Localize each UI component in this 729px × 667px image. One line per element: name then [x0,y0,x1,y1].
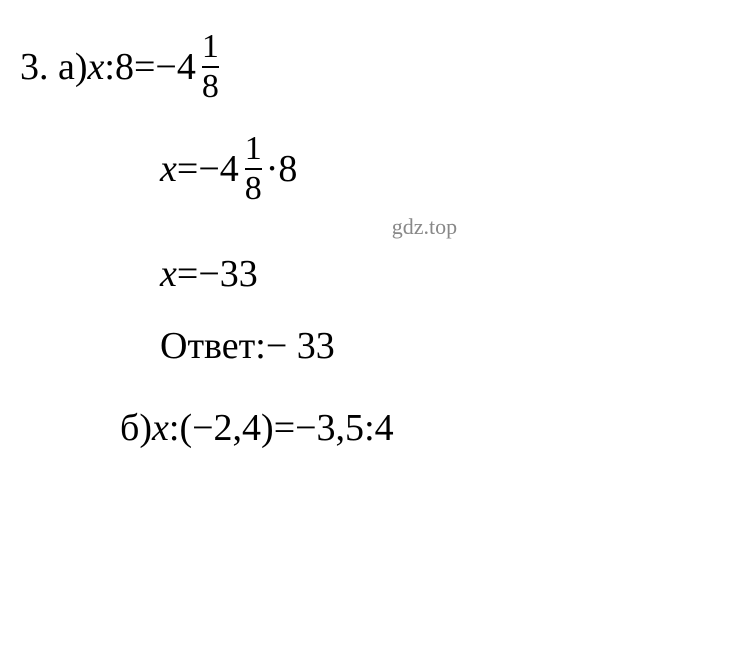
equation-line-3: x = −33 [160,252,709,296]
multiply-dot: · [266,147,279,191]
value-1: −2,4 [192,406,261,450]
fraction: 1 8 [245,132,262,206]
denominator: 8 [202,66,219,104]
numerator: 1 [202,30,219,66]
fraction: 1 8 [202,30,219,104]
mixed-fraction: −4 1 8 [155,30,222,104]
variable-x: x [160,252,177,296]
variable-x: x [152,406,169,450]
negative-whole: −4 [155,45,195,89]
denominator: 8 [245,168,262,206]
multiplier: 8 [278,147,297,191]
answer-label: Ответ: [160,324,266,368]
part-b-prefix: б) [120,406,152,450]
negative-whole: −4 [198,147,238,191]
answer-value: − 33 [266,324,335,368]
value-3: 4 [375,406,394,450]
equals-sign: = [177,147,198,191]
equals-sign: = [274,406,295,450]
equals-sign: = [177,252,198,296]
watermark-text: gdz.top [140,214,709,240]
mixed-fraction: −4 1 8 [198,132,265,206]
variable-x: x [160,147,177,191]
colon-divide-2: : [364,406,375,450]
answer-line: Ответ: − 33 [160,324,709,368]
equation-line-2: x = −4 1 8 · 8 [160,132,709,206]
variable-x: x [88,45,105,89]
equation-line-b: б) x : ( −2,4 ) = −3,5 : 4 [120,406,709,450]
numerator: 1 [245,132,262,168]
value-2: −3,5 [295,406,364,450]
paren-close: ) [261,406,274,450]
problem-prefix: 3. a) [20,45,88,89]
divisor: 8 [115,45,134,89]
colon-divide: : [104,45,115,89]
result-value: −33 [198,252,257,296]
equation-line-1: 3. a) x : 8 = −4 1 8 [20,30,709,104]
colon-divide: : [169,406,180,450]
equals-sign: = [134,45,155,89]
paren-open: ( [179,406,192,450]
